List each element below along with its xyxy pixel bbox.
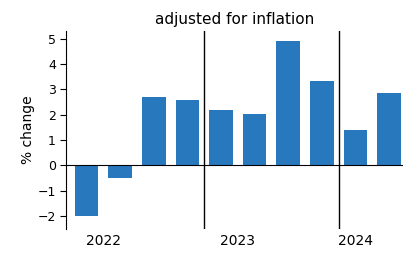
Bar [176,100,199,165]
Bar [243,114,266,165]
Bar [344,130,367,165]
Y-axis label: % change: % change [21,96,35,164]
Bar [377,93,401,165]
Bar [276,41,300,165]
Bar [108,165,132,178]
Bar [142,97,166,165]
Bar [75,165,98,216]
Bar [209,110,233,165]
Title: adjusted for inflation: adjusted for inflation [155,12,314,27]
Bar [310,81,334,165]
